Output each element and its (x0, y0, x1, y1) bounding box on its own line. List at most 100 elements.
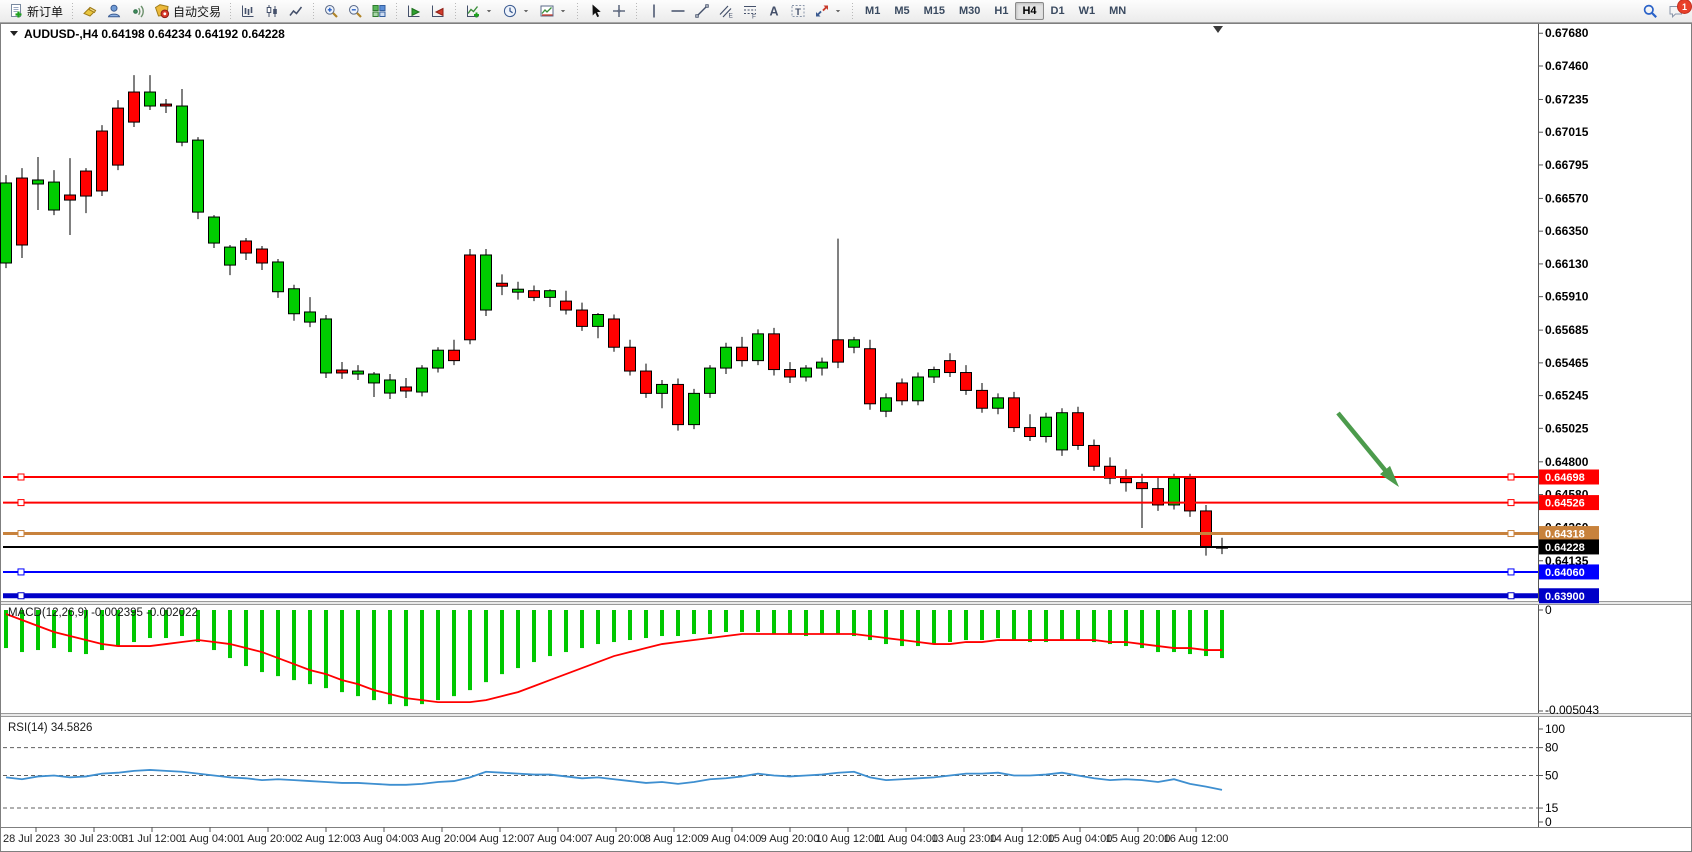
symbol-dropdown-icon[interactable] (10, 31, 18, 36)
horizontal-line-button[interactable] (666, 1, 690, 21)
crosshair-button[interactable] (607, 1, 631, 21)
caret-icon (486, 10, 492, 13)
periods-icon (503, 4, 517, 18)
cursor-button[interactable] (583, 1, 607, 21)
candle-down (128, 91, 140, 123)
annotation-arrow-head[interactable] (1379, 465, 1399, 487)
caret-icon (523, 10, 529, 13)
candle-down (1184, 477, 1196, 512)
timeframe-button-m1[interactable]: M1 (858, 2, 887, 20)
candle-down (1120, 477, 1132, 484)
candle-chart-button[interactable] (260, 1, 284, 21)
new-order-button[interactable]: 新订单 (4, 1, 67, 21)
price-tick-label: 0.67460 (1545, 59, 1589, 73)
candle-up (928, 369, 940, 378)
eraser-icon (83, 6, 97, 17)
text-button[interactable]: A (762, 1, 786, 21)
label-t-icon: T (791, 5, 805, 18)
price-line-handle[interactable] (17, 473, 25, 481)
candle-up (816, 361, 828, 369)
timeframe-button-m5[interactable]: M5 (887, 2, 916, 20)
candle-up (480, 254, 492, 311)
autotrade-button-label: 自动交易 (173, 4, 222, 19)
price-line-handle[interactable] (1507, 592, 1515, 600)
candle-down (160, 103, 172, 107)
chart-shift-button[interactable] (426, 1, 450, 21)
price-line-handle[interactable] (17, 530, 25, 538)
timeframe-button-mn[interactable]: MN (1102, 2, 1133, 20)
price-level-badge-label: 0.64698 (1545, 472, 1585, 484)
text-label-button[interactable]: T (786, 1, 810, 21)
annotation-arrow[interactable] (1336, 411, 1391, 477)
text-a-icon: A (770, 5, 779, 19)
candle-down (1200, 510, 1212, 548)
price-line-handle[interactable] (17, 499, 25, 507)
price-line-handle[interactable] (1507, 499, 1515, 507)
templates-button[interactable] (535, 1, 572, 21)
indicators-button[interactable] (461, 1, 498, 21)
zoom-out-button[interactable] (343, 1, 367, 21)
price-level-badge (1539, 495, 1599, 511)
candle-up (1056, 412, 1068, 451)
candle-up (208, 216, 220, 244)
line-chart-button[interactable] (284, 1, 308, 21)
rsi-label: RSI(14) 34.5826 (8, 722, 92, 734)
price-tick-label: 0.66130 (1545, 257, 1589, 271)
candle-down (528, 290, 540, 298)
trendline-button[interactable] (690, 1, 714, 21)
notifications-button[interactable]: 1 (1664, 0, 1692, 21)
vertical-line-button[interactable] (642, 1, 666, 21)
search-button[interactable] (1638, 1, 1662, 21)
price-line-handle[interactable] (1507, 530, 1515, 538)
timeframe-button-m15[interactable]: M15 (917, 2, 952, 20)
tile-windows-button[interactable] (367, 1, 391, 21)
arrows-button[interactable] (810, 1, 847, 21)
new-order-button-label: 新订单 (27, 4, 64, 19)
time-label: 9 Aug 04:00 (703, 833, 762, 845)
candle-down (1024, 427, 1036, 438)
price-line-handle[interactable] (17, 568, 25, 576)
annotations-layer[interactable] (1336, 411, 1399, 487)
macd-axis-label: -0.005043 (1545, 703, 1599, 717)
price-level-badge-label: 0.64318 (1545, 529, 1585, 541)
auto-scroll-button[interactable] (402, 1, 426, 21)
price-line-handle[interactable] (1507, 473, 1515, 481)
signal-button[interactable] (126, 1, 150, 21)
price-tick-label: 0.65245 (1545, 389, 1589, 403)
timeframe-button-d1[interactable]: D1 (1044, 2, 1072, 20)
bar-chart-button[interactable] (236, 1, 260, 21)
fibonacci-button[interactable]: F (738, 1, 762, 21)
time-label: 15 Aug 04:00 (1048, 833, 1113, 845)
timeframe-button-h1[interactable]: H1 (987, 2, 1015, 20)
svg-text:A: A (770, 5, 779, 19)
price-line-handle[interactable] (17, 592, 25, 600)
timeframe-button-m30[interactable]: M30 (952, 2, 987, 20)
time-label: 3 Aug 20:00 (413, 833, 472, 845)
bars-chart-icon (242, 5, 254, 17)
zoom-in-button[interactable] (319, 1, 343, 21)
candle-down (976, 389, 988, 409)
channel-button[interactable]: E (714, 1, 738, 21)
candle-down (1008, 397, 1020, 429)
profile-button[interactable] (102, 1, 126, 21)
toolbar-gripper (311, 3, 317, 19)
hlines-layer[interactable] (3, 473, 1538, 600)
candle-down (1104, 465, 1116, 479)
candle-up (848, 339, 860, 348)
candle-up (192, 139, 204, 213)
templates-icon (540, 5, 554, 17)
price-level-badge (1539, 469, 1599, 485)
eraser-button[interactable] (78, 1, 102, 21)
price-line-handle[interactable] (1507, 568, 1515, 576)
periods-button[interactable] (498, 1, 535, 21)
timeframe-button-w1[interactable]: W1 (1072, 2, 1103, 20)
price-tick-label: 0.67235 (1545, 92, 1589, 106)
chart-window (0, 23, 1692, 852)
timeframe-button-h4[interactable]: H4 (1015, 2, 1044, 20)
candle-up (1168, 477, 1180, 506)
autotrade-icon (154, 4, 170, 19)
time-label: 11 Aug 04:00 (874, 833, 938, 845)
autotrade-button[interactable]: 自动交易 (150, 1, 225, 21)
candle-down (784, 369, 796, 378)
